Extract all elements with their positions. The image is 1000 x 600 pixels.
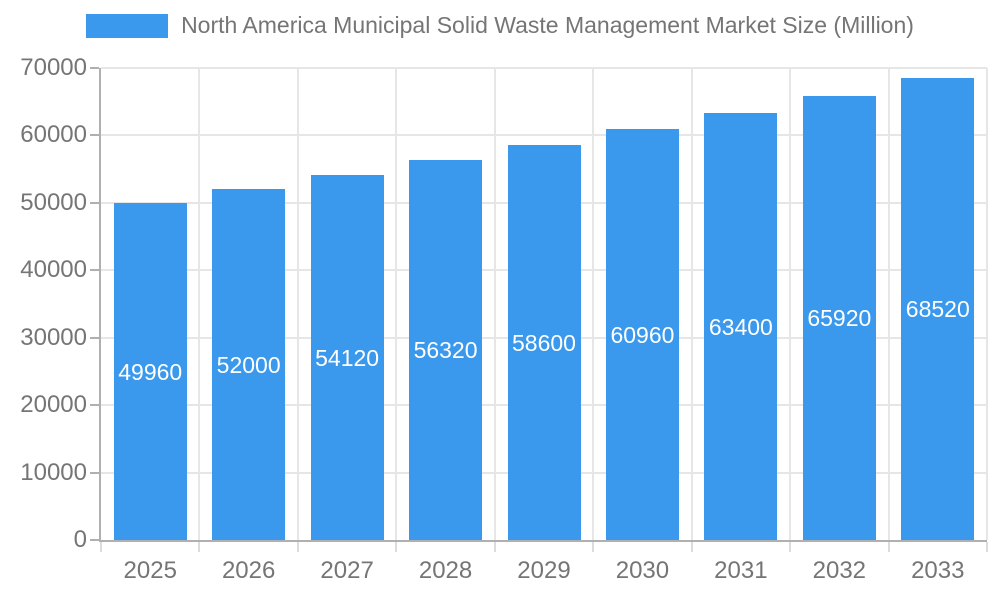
x-tick-label-2027: 2027 [320, 557, 374, 584]
x-tick-label-2025: 2025 [123, 557, 177, 584]
bar-value-2032: 65920 [807, 305, 872, 331]
plot-area: 0 10000 20000 30000 40000 50000 60000 70000 4996… [20, 54, 988, 584]
bar-value-2033: 68520 [905, 296, 970, 322]
y-tick-60000 [90, 134, 99, 137]
legend-swatch [86, 13, 169, 38]
y-tick-label: 60000 [20, 121, 87, 149]
bar-2029 [507, 145, 581, 540]
y-tick-label: 50000 [20, 188, 87, 216]
x-boundary-tick-8 [887, 542, 890, 552]
gridline-x-6 [690, 68, 693, 540]
x-axis-line [99, 540, 987, 542]
legend-label: North America Municipal Solid Waste Mana… [181, 12, 914, 38]
x-tick-label-2026: 2026 [221, 557, 276, 584]
bar-2027 [310, 175, 384, 540]
y-tick-40000 [90, 269, 99, 272]
gridline-y-70000 [101, 67, 987, 69]
bar-value-2030: 60960 [610, 321, 675, 348]
gridline-x-5 [592, 68, 595, 540]
x-boundary-tick-9 [986, 542, 988, 552]
y-tick-30000 [90, 336, 99, 339]
y-axis-line [99, 68, 101, 542]
bar-2032 [802, 96, 876, 540]
bar-2026 [212, 189, 286, 540]
legend[interactable]: North America Municipal Solid Waste Mana… [0, 12, 1000, 39]
gridline-x-4 [493, 68, 496, 540]
y-tick-0 [90, 539, 99, 541]
x-boundary-tick-5 [592, 542, 595, 552]
bar-value-2028: 56320 [413, 337, 478, 363]
y-tick-50000 [90, 201, 99, 204]
gridline-x-9 [986, 68, 988, 540]
x-boundary-tick-2 [296, 542, 299, 552]
y-tick-20000 [90, 404, 99, 407]
bar-2033 [901, 78, 975, 540]
bar-value-2031: 63400 [708, 313, 773, 340]
x-tick-label-2029: 2029 [517, 557, 571, 584]
y-tick-label: 10000 [20, 458, 87, 486]
x-tick-label-2032: 2032 [812, 557, 867, 584]
x-boundary-tick-0 [100, 542, 102, 552]
bar-value-2025: 49960 [118, 358, 183, 385]
x-tick-label-2031: 2031 [714, 557, 768, 584]
bar-2025 [113, 203, 187, 540]
gridline-x-2 [296, 68, 299, 540]
y-tick-label: 20000 [20, 391, 87, 419]
gridline-x-3 [395, 68, 398, 540]
x-boundary-tick-4 [493, 542, 496, 552]
gridline-x-1 [198, 68, 201, 540]
y-tick-label: 30000 [20, 323, 87, 351]
x-boundary-tick-6 [690, 542, 693, 552]
x-tick-label-2028: 2028 [418, 557, 473, 584]
y-tick-label: 40000 [20, 256, 87, 284]
y-tick-70000 [90, 67, 99, 69]
y-tick-10000 [90, 471, 99, 474]
x-tick-label-2030: 2030 [615, 557, 670, 584]
x-tick-label-2033: 2033 [911, 557, 965, 584]
bar-2030 [605, 129, 679, 540]
y-tick-label: 70000 [20, 54, 87, 81]
bar-value-2026: 52000 [216, 351, 281, 378]
bar-2031 [704, 113, 778, 540]
bar-2028 [409, 160, 483, 540]
gridline-x-8 [887, 68, 890, 540]
bar-value-2029: 58600 [512, 329, 576, 356]
gridline-y-60000 [101, 134, 987, 137]
bar-value-2027: 54120 [315, 344, 380, 371]
x-boundary-tick-3 [395, 542, 398, 552]
x-boundary-tick-7 [789, 542, 792, 552]
y-tick-label: 0 [73, 526, 87, 553]
x-boundary-tick-1 [198, 542, 201, 552]
gridline-x-7 [789, 68, 792, 540]
